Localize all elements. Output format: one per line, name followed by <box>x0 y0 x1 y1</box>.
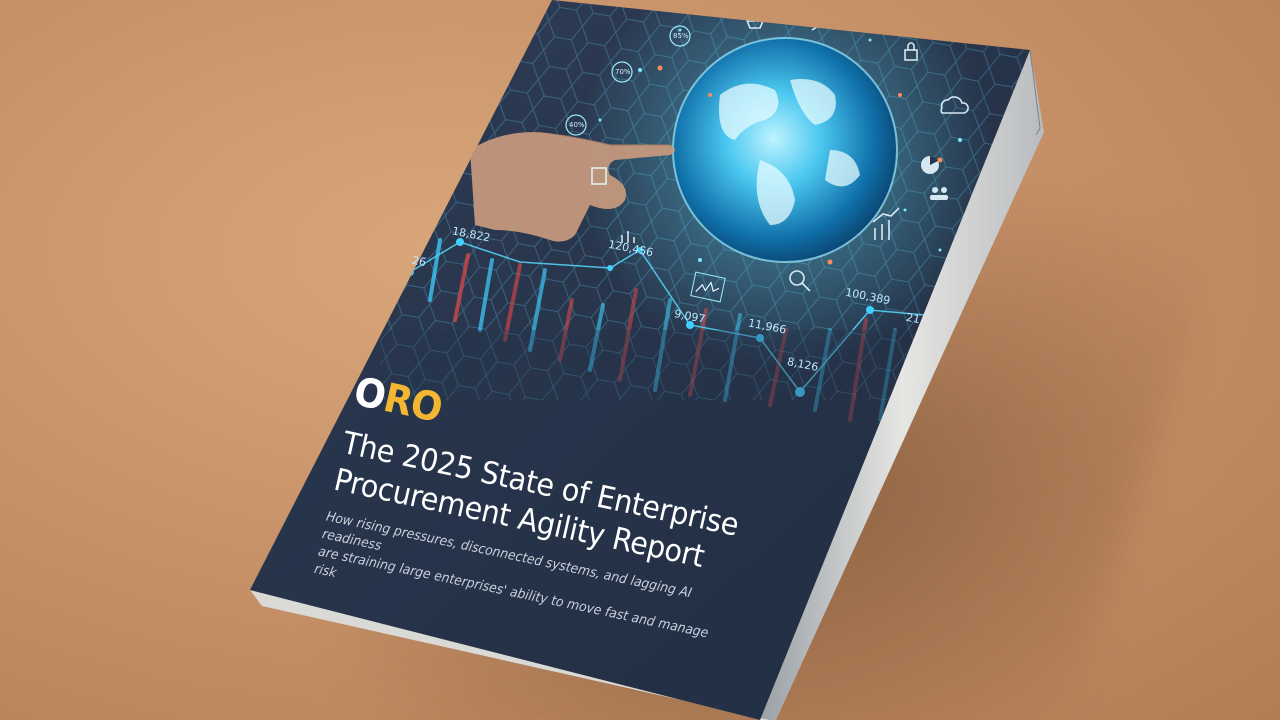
pie-chart-icon <box>921 156 939 174</box>
search-icon <box>789 270 805 286</box>
graphic-number-5: 8,126 <box>786 355 820 374</box>
book-page-edges <box>760 50 1044 720</box>
graphic-number-8: 26 <box>410 253 428 270</box>
document-icon <box>591 167 607 185</box>
growth-chart-icon <box>872 207 900 240</box>
percent-badge <box>669 25 691 47</box>
hand-graphic <box>470 132 675 242</box>
graphic-number-6: 100,389 <box>844 285 892 308</box>
graphic-percent-2: 70% <box>615 68 631 76</box>
graphic-number-1: 18,822 <box>451 224 492 245</box>
lock-icon <box>904 49 918 61</box>
line-graph <box>409 241 926 394</box>
graphic-number-7: 21 <box>904 310 922 327</box>
bar-graphic <box>428 238 897 422</box>
graphic-number-2: 120,456 <box>607 237 655 260</box>
waveform-icon <box>690 271 726 303</box>
bars-icon <box>621 231 635 243</box>
graphic-number-4: 11,966 <box>747 316 788 337</box>
cover-text-block: ORO The 2025 State of Enterprise Procure… <box>312 368 900 692</box>
graphic-percent-3: 40% <box>569 121 585 129</box>
cloud-icon <box>940 96 969 114</box>
team-icon <box>930 187 948 200</box>
graphic-percent-1: 85% <box>673 32 689 40</box>
graphic-number-3: 9,097 <box>673 307 707 326</box>
